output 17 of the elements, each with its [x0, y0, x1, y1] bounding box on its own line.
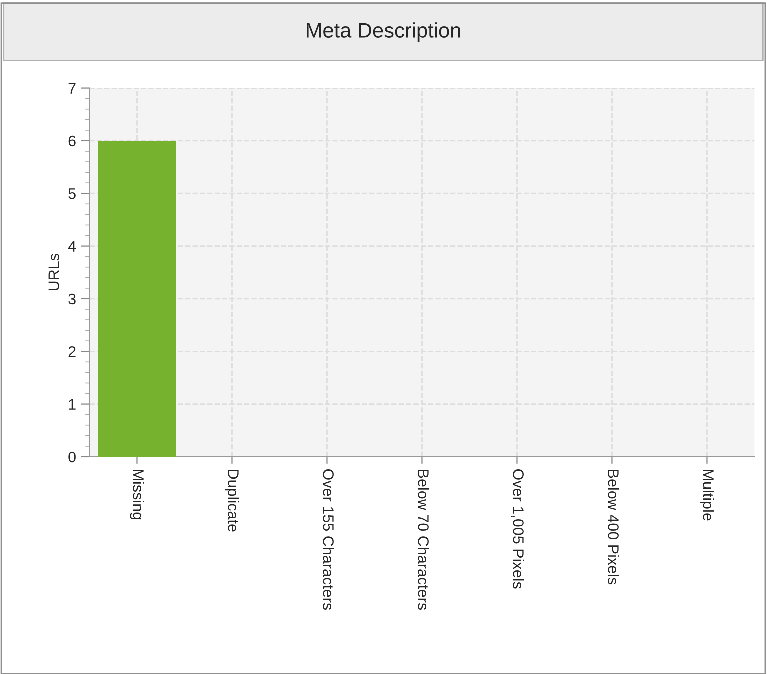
x-tick-label: Over 1,005 Pixels [511, 470, 524, 589]
x-tick-label: Below 70 Characters [418, 470, 430, 610]
y-tick-label: 0 [68, 452, 76, 463]
y-tick-label: 7 [68, 83, 76, 94]
chart-title: Meta Description [307, 22, 460, 42]
y-tick-label: 6 [68, 136, 76, 147]
y-tick-label: 4 [68, 241, 76, 252]
y-tick-label: 2 [68, 346, 76, 358]
x-tick-label: Multiple [700, 470, 714, 521]
x-tick-label: Below 400 Pixels [608, 470, 620, 585]
y-axis-title: URLs [48, 254, 60, 291]
y-tick-label: 3 [68, 294, 76, 305]
x-tick-label: Over 155 Characters [323, 470, 334, 610]
y-tick-label: 1 [69, 399, 76, 410]
x-tick-label: Missing [130, 470, 144, 520]
y-tick-label: 5 [68, 188, 76, 200]
x-tick-label: Duplicate [225, 470, 240, 532]
